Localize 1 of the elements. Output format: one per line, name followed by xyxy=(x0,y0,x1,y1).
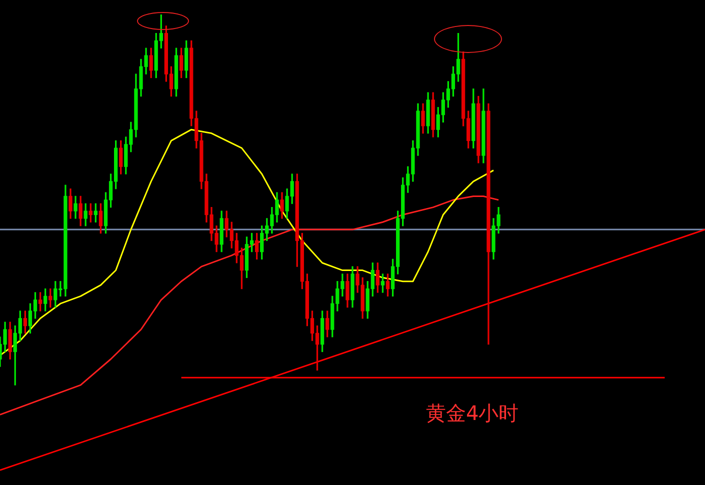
text: 黄金4小时 xyxy=(426,400,519,425)
